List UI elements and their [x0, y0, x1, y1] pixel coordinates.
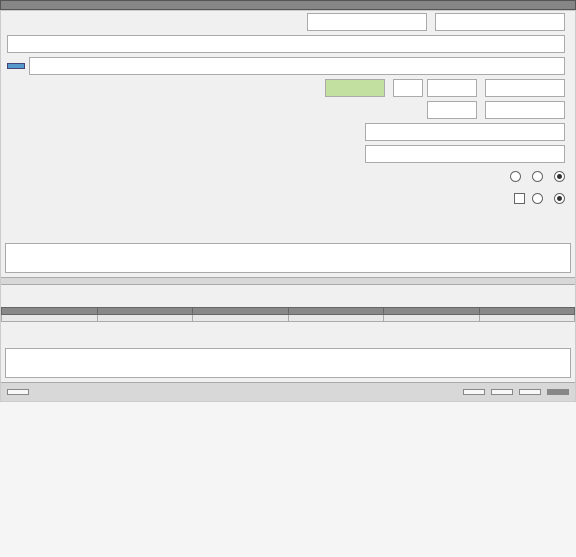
th-name: [288, 308, 384, 315]
cell-name: [288, 315, 384, 322]
buyer-value: [7, 35, 565, 53]
cell-unit: [193, 315, 289, 322]
table-row: [2, 315, 575, 322]
validity-date: [485, 101, 565, 119]
radio-service[interactable]: [532, 171, 543, 182]
province-value: [365, 123, 565, 141]
classification-radio-group: [507, 171, 565, 182]
return-button[interactable]: [463, 389, 485, 395]
print-button[interactable]: [491, 389, 513, 395]
days-remaining: [393, 79, 423, 97]
deadline-date: [485, 79, 565, 97]
cell-qty: [97, 315, 193, 322]
th-date: [2, 308, 98, 315]
validity-time: [427, 101, 477, 119]
radio-medium[interactable]: [532, 193, 543, 204]
buyer-notes: [5, 348, 571, 378]
payment-checkbox[interactable]: [514, 193, 525, 204]
goods-table: [1, 307, 575, 322]
cell-row: [479, 315, 575, 322]
cell-date: [2, 315, 98, 322]
need-description: [5, 243, 571, 273]
exit-button[interactable]: [7, 389, 29, 395]
requester-value: [29, 57, 565, 75]
footer: [1, 382, 575, 401]
deadline-time: [427, 79, 477, 97]
attachments-button[interactable]: [519, 389, 541, 395]
goods-info-header: [1, 277, 575, 285]
respond-button[interactable]: [547, 389, 569, 395]
radio-goods[interactable]: [554, 171, 565, 182]
th-qty: [97, 308, 193, 315]
th-unit: [193, 308, 289, 315]
date-value: [307, 13, 427, 31]
th-row: [479, 308, 575, 315]
th-code: [384, 308, 480, 315]
countdown: [325, 79, 385, 97]
need-number: [435, 13, 565, 31]
cell-code: [384, 315, 480, 322]
purchase-type-radio-group: [529, 193, 565, 204]
radio-partial[interactable]: [554, 193, 565, 204]
page-header: [0, 0, 576, 10]
radio-both[interactable]: [510, 171, 521, 182]
form-container: [0, 10, 576, 402]
delivery-city-value: [365, 145, 565, 163]
contact-button[interactable]: [7, 63, 25, 69]
